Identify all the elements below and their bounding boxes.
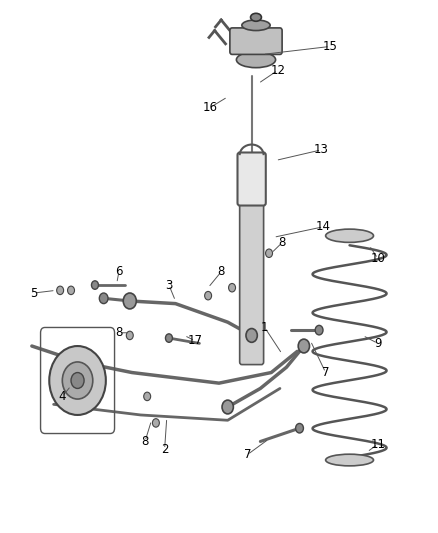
Circle shape: [67, 286, 74, 295]
Text: 8: 8: [218, 265, 225, 278]
Circle shape: [92, 281, 99, 289]
Circle shape: [298, 339, 310, 353]
Text: 10: 10: [371, 252, 385, 265]
Circle shape: [222, 400, 233, 414]
Text: 16: 16: [203, 101, 218, 114]
Text: 13: 13: [314, 143, 328, 156]
Circle shape: [152, 419, 159, 427]
Ellipse shape: [242, 20, 270, 30]
Circle shape: [123, 293, 136, 309]
Text: 15: 15: [322, 40, 337, 53]
Circle shape: [166, 334, 173, 342]
Ellipse shape: [251, 13, 261, 21]
FancyBboxPatch shape: [240, 200, 264, 365]
Ellipse shape: [325, 229, 374, 243]
Circle shape: [229, 284, 236, 292]
Text: 6: 6: [115, 265, 123, 278]
Text: 4: 4: [59, 390, 66, 403]
FancyBboxPatch shape: [230, 28, 282, 54]
Circle shape: [126, 331, 133, 340]
Circle shape: [315, 325, 323, 335]
FancyBboxPatch shape: [237, 152, 266, 206]
Circle shape: [296, 423, 304, 433]
Text: 9: 9: [374, 337, 381, 350]
Text: 8: 8: [279, 236, 286, 249]
Circle shape: [57, 286, 64, 295]
Text: 5: 5: [30, 287, 38, 300]
Circle shape: [246, 328, 257, 342]
Text: 2: 2: [161, 443, 168, 456]
Circle shape: [62, 362, 93, 399]
Text: 14: 14: [316, 220, 331, 233]
Text: 8: 8: [141, 435, 148, 448]
Circle shape: [99, 293, 108, 304]
Text: 11: 11: [371, 438, 385, 450]
Text: 3: 3: [165, 279, 173, 292]
Text: 17: 17: [187, 334, 202, 347]
Circle shape: [144, 392, 151, 401]
Circle shape: [265, 249, 272, 257]
Ellipse shape: [325, 454, 374, 466]
Circle shape: [71, 373, 84, 389]
Text: 7: 7: [244, 448, 251, 461]
Ellipse shape: [237, 52, 276, 68]
Text: 8: 8: [115, 326, 123, 340]
Text: 12: 12: [270, 64, 285, 77]
Text: 1: 1: [261, 321, 268, 334]
Text: 7: 7: [322, 366, 329, 379]
Circle shape: [205, 292, 212, 300]
Circle shape: [49, 346, 106, 415]
